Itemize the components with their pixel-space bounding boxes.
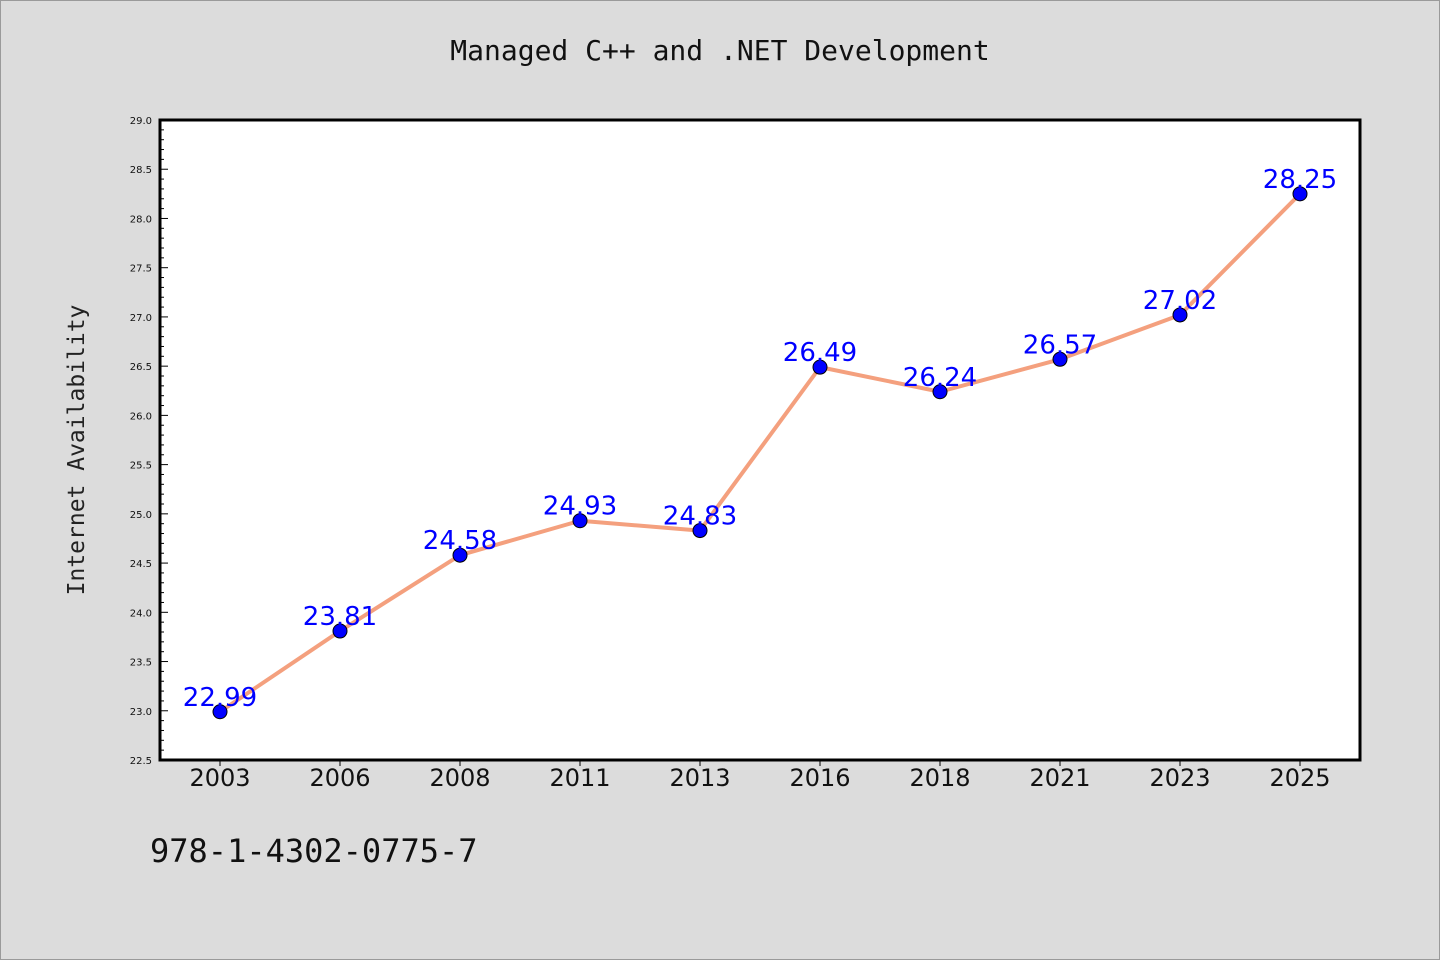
y-axis: 22.5 23.0 23.5 24.0 24.5 25.0 25.5 26.0 26.5 27.0… <box>130 116 168 767</box>
x-tick-label: 2013 <box>669 764 730 792</box>
chart-title: Managed C++ and .NET Development <box>450 34 990 67</box>
data-label: 24.58 <box>423 526 497 556</box>
data-label: 23.81 <box>303 602 377 632</box>
data-point <box>932 384 948 400</box>
data-point <box>212 704 228 720</box>
data-point <box>452 547 468 563</box>
y-tick-label: 25.5 <box>130 461 152 472</box>
y-tick-label: 22.5 <box>130 756 152 767</box>
y-tick-label: 26.0 <box>130 411 152 422</box>
y-tick-label: 27.0 <box>130 313 152 324</box>
x-axis: 2003 2006 2008 2011 2013 2016 2018 2021 2023 2025 <box>189 760 1331 792</box>
y-tick-label: 24.5 <box>130 559 152 570</box>
x-tick-label: 2006 <box>309 764 370 792</box>
data-labels: 22.99 23.81 24.58 24.93 24.83 26.49 26.24 26.57… <box>183 165 1337 713</box>
series-markers <box>212 186 1308 720</box>
y-tick-label: 24.0 <box>130 608 152 619</box>
plot-area <box>160 120 1360 760</box>
data-label: 26.24 <box>903 363 977 393</box>
data-label: 24.83 <box>663 502 737 532</box>
plot-border <box>158 118 1362 762</box>
y-tick-label: 28.0 <box>130 214 152 225</box>
y-tick-label: 23.0 <box>130 707 152 718</box>
y-tick-label: 25.0 <box>130 510 152 521</box>
data-point <box>1292 186 1308 202</box>
y-tick-label: 28.5 <box>130 165 152 176</box>
y-tick-label: 23.5 <box>130 658 152 669</box>
x-tick-label: 2018 <box>909 764 970 792</box>
x-tick-label: 2008 <box>429 764 490 792</box>
x-tick-label: 2023 <box>1149 764 1210 792</box>
data-point <box>332 623 348 639</box>
data-point <box>1172 307 1188 323</box>
data-point <box>692 523 708 539</box>
data-label: 28.25 <box>1263 165 1337 195</box>
x-tick-label: 2021 <box>1029 764 1090 792</box>
data-point <box>812 359 828 375</box>
data-label: 24.93 <box>543 492 617 522</box>
y-tick-label: 27.5 <box>130 264 152 275</box>
data-point <box>572 513 588 529</box>
y-tick-label: 29.0 <box>130 116 152 127</box>
series-line <box>218 192 1302 714</box>
data-label: 26.49 <box>783 338 857 368</box>
x-tick-label: 2003 <box>189 764 250 792</box>
y-tick-label: 26.5 <box>130 362 152 373</box>
data-label: 26.57 <box>1023 330 1097 360</box>
data-point <box>1052 351 1068 367</box>
data-label: 22.99 <box>183 683 257 713</box>
isbn-text: 978-1-4302-0775-7 <box>150 832 478 870</box>
y-axis-label: Internet Availability <box>64 305 90 596</box>
x-tick-label: 2025 <box>1269 764 1330 792</box>
data-label: 27.02 <box>1143 286 1217 316</box>
x-tick-label: 2011 <box>549 764 610 792</box>
x-tick-label: 2016 <box>789 764 850 792</box>
